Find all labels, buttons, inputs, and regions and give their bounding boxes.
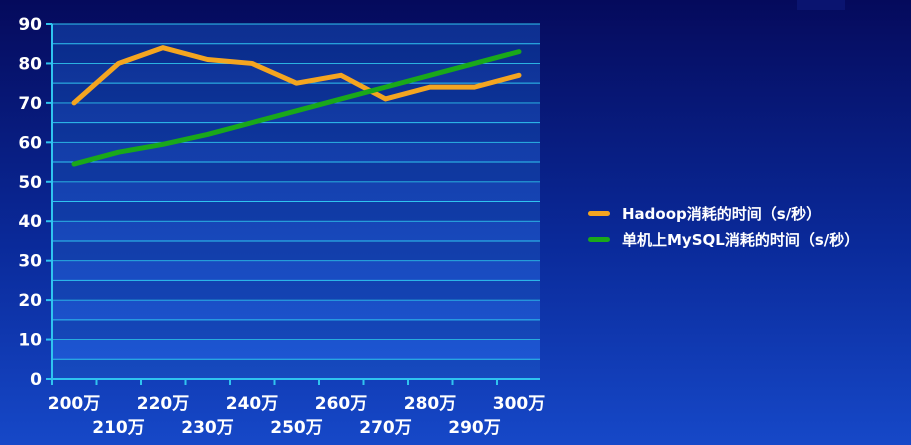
x-tick-label: 280万 <box>404 394 457 414</box>
x-tick-label: 260万 <box>315 394 368 414</box>
legend-label-hadoop: Hadoop消耗的时间（s/秒） <box>622 204 822 223</box>
y-tick-label: 40 <box>18 212 42 232</box>
legend-item-hadoop: Hadoop消耗的时间（s/秒） <box>588 200 859 226</box>
x-tick-label: 200万 <box>48 394 101 414</box>
x-tick-label: 290万 <box>448 418 501 438</box>
y-tick-label: 10 <box>18 331 42 351</box>
x-tick-label: 230万 <box>181 418 234 438</box>
x-tick-label: 220万 <box>137 394 190 414</box>
grid-band <box>52 201 540 222</box>
y-tick-label: 70 <box>18 94 42 114</box>
x-tick-label: 240万 <box>226 394 279 414</box>
legend: Hadoop消耗的时间（s/秒） 单机上MySQL消耗的时间（s/秒） <box>588 200 859 252</box>
x-tick-label: 270万 <box>359 418 412 438</box>
grid-band <box>52 280 540 301</box>
x-tick-label: 250万 <box>270 418 323 438</box>
decorative-rect <box>797 0 845 10</box>
y-tick-label: 0 <box>30 370 42 390</box>
y-tick-label: 90 <box>18 15 42 35</box>
legend-label-mysql: 单机上MySQL消耗的时间（s/秒） <box>622 230 860 249</box>
y-tick-label: 20 <box>18 291 42 311</box>
legend-swatch-mysql <box>588 236 610 242</box>
series-line-1 <box>71 49 522 167</box>
y-tick-label: 50 <box>18 173 42 193</box>
grid-band <box>52 122 540 143</box>
x-tick-label: 210万 <box>92 418 145 438</box>
grid-band <box>52 240 540 261</box>
grid-band <box>52 359 540 379</box>
y-tick-label: 80 <box>18 54 42 74</box>
series-line-0 <box>71 45 522 106</box>
y-tick-label: 60 <box>18 133 42 153</box>
legend-item-mysql: 单机上MySQL消耗的时间（s/秒） <box>588 226 859 252</box>
grid-band <box>52 162 540 182</box>
x-tick-label: 300万 <box>493 394 546 414</box>
y-tick-label: 30 <box>18 252 42 272</box>
grid-band <box>52 319 540 340</box>
legend-swatch-hadoop <box>588 210 610 216</box>
